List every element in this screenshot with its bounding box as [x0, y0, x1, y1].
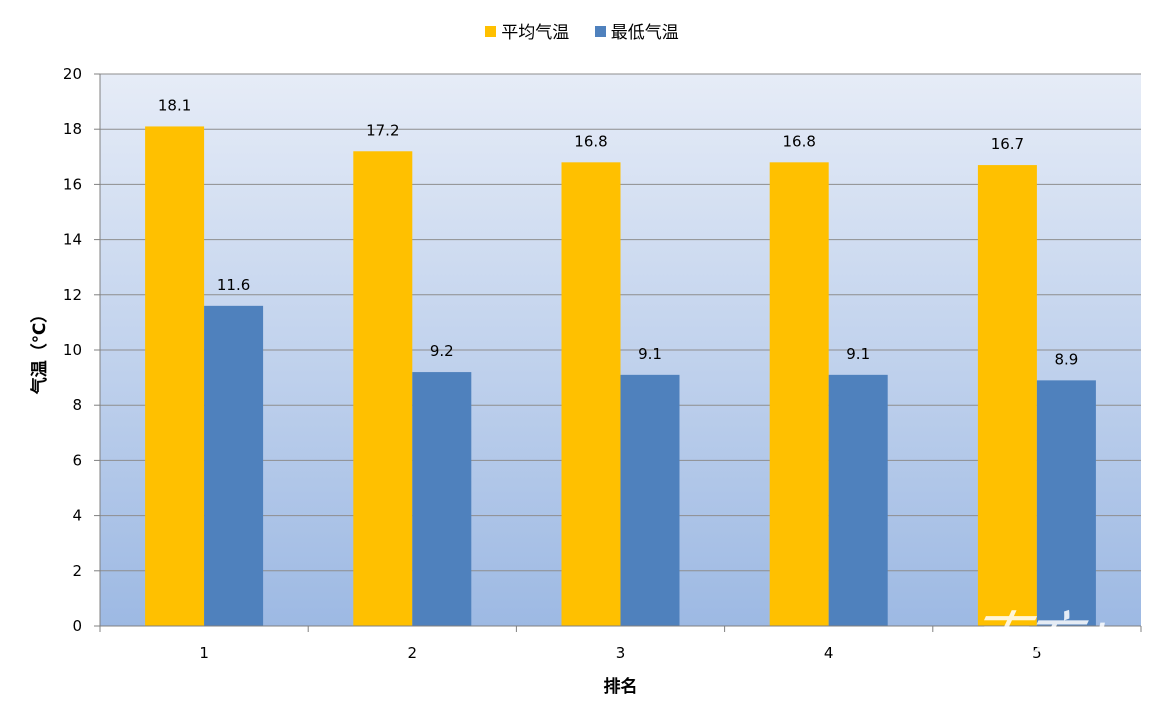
data-label-min: 9.1 — [846, 345, 870, 363]
data-label-avg: 17.2 — [366, 121, 399, 139]
bar-min — [204, 305, 264, 626]
y-axis-title: 气温（℃） — [29, 306, 50, 396]
data-label-avg: 18.1 — [158, 96, 191, 114]
y-tick-label: 18 — [63, 120, 82, 138]
bar-min — [412, 372, 472, 626]
x-tick-label: 5 — [1032, 644, 1042, 662]
data-label-avg: 16.7 — [991, 135, 1024, 153]
legend-swatch-avg — [485, 26, 497, 37]
y-tick-label: 8 — [72, 396, 82, 414]
legend-swatch-min — [594, 26, 606, 37]
bars — [145, 126, 1096, 626]
legend-label-avg: 平均气温 — [501, 23, 570, 43]
y-tick-label: 12 — [63, 286, 82, 304]
data-label-avg: 16.8 — [782, 132, 815, 150]
data-label-min: 9.1 — [638, 345, 662, 363]
x-tick-label: 1 — [199, 644, 209, 662]
data-labels: 18.1 11.6 17.2 9.2 16.8 9.1 16.8 9.1 16.7 8.9 — [158, 96, 1078, 368]
y-tick-label: 20 — [63, 65, 82, 83]
bar-avg — [561, 162, 621, 626]
bar-min — [828, 374, 888, 626]
watermark-logo: 南方+ — [959, 605, 1127, 673]
bar-avg — [353, 151, 413, 626]
bar-avg — [769, 162, 829, 626]
bar-min — [1036, 380, 1096, 626]
data-label-min: 8.9 — [1054, 350, 1078, 368]
y-tick-label: 6 — [72, 451, 82, 469]
legend-item-avg: 平均气温 — [485, 18, 569, 43]
data-label-min: 11.6 — [217, 276, 250, 294]
y-tick-label: 4 — [72, 507, 82, 525]
legend-item-min: 最低气温 — [594, 18, 679, 43]
x-tick-label: 4 — [824, 644, 834, 662]
y-tick-label: 10 — [63, 341, 82, 359]
legend-label-min: 最低气温 — [610, 23, 679, 43]
chart-legend: 平均气温 最低气温 — [0, 18, 1164, 43]
x-axis-title: 排名 — [604, 676, 638, 697]
data-label-min: 9.2 — [430, 342, 454, 360]
bar-avg — [977, 165, 1037, 626]
x-tick-label: 2 — [408, 644, 418, 662]
y-tick-label: 0 — [72, 617, 82, 635]
y-tick-label: 16 — [63, 175, 82, 193]
bar-min — [620, 374, 680, 626]
y-tick-label: 2 — [72, 562, 82, 580]
y-tick-label: 14 — [63, 231, 82, 249]
x-tick-label: 3 — [616, 644, 626, 662]
data-label-avg: 16.8 — [574, 132, 607, 150]
bar-avg — [145, 126, 205, 626]
